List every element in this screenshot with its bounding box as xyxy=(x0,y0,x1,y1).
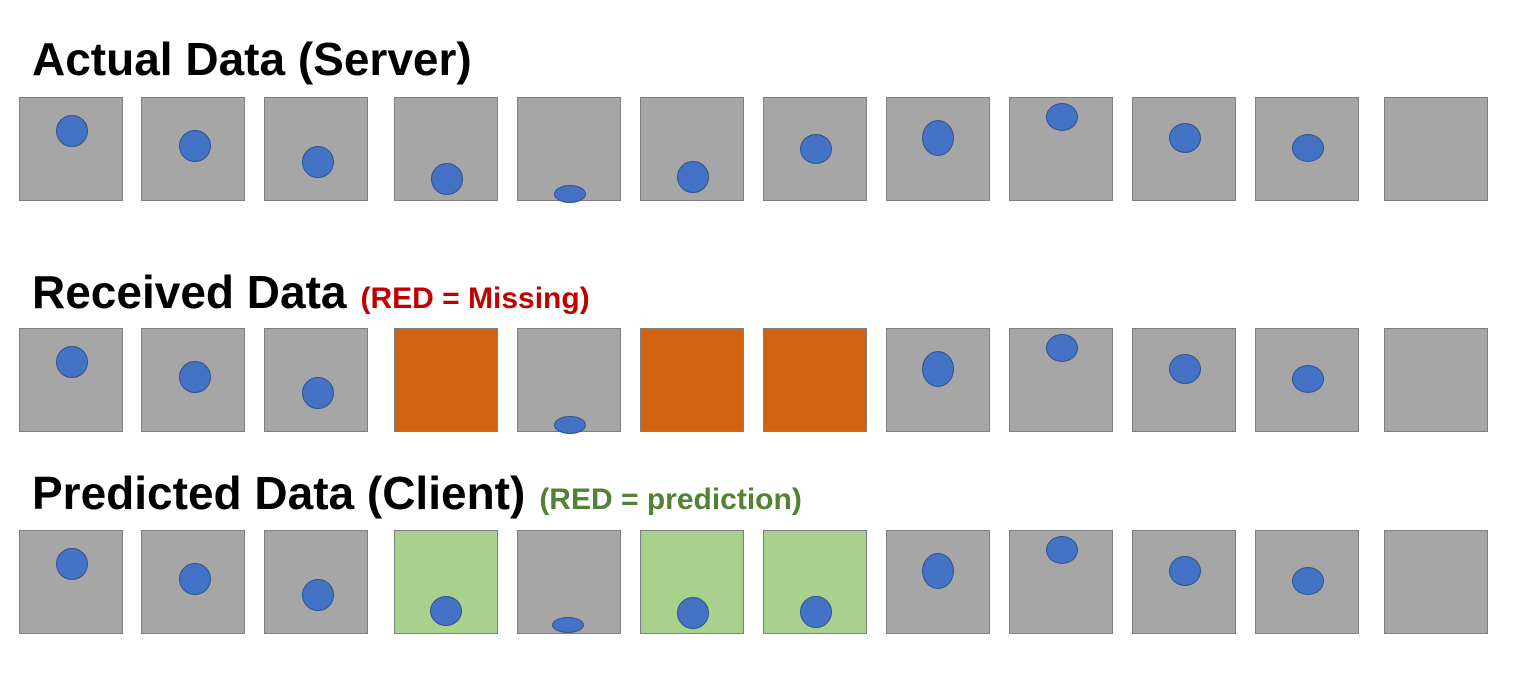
ball xyxy=(677,161,709,193)
ball xyxy=(1169,556,1201,586)
frame-actual-4 xyxy=(394,97,498,201)
title-actual-data: Actual Data (Server) xyxy=(32,32,472,86)
frame-actual-10 xyxy=(1132,97,1236,201)
frame-predicted-2 xyxy=(141,530,245,634)
note-prediction: (RED = prediction) xyxy=(539,483,802,516)
frame-actual-2 xyxy=(141,97,245,201)
frame-received-6 xyxy=(640,328,744,432)
ball xyxy=(430,596,462,626)
ball xyxy=(302,377,334,409)
frame-row-predicted xyxy=(0,530,1520,636)
ball xyxy=(1046,536,1078,564)
ball xyxy=(800,134,832,164)
ball xyxy=(922,553,954,589)
frame-received-3 xyxy=(264,328,368,432)
ball xyxy=(1292,134,1324,162)
frame-predicted-11 xyxy=(1255,530,1359,634)
ball xyxy=(1292,567,1324,595)
frame-predicted-10 xyxy=(1132,530,1236,634)
note-missing: (RED = Missing) xyxy=(360,282,590,315)
ball xyxy=(56,115,88,147)
frame-received-1 xyxy=(19,328,123,432)
frame-actual-3 xyxy=(264,97,368,201)
ball xyxy=(554,185,586,203)
frame-received-12 xyxy=(1384,328,1488,432)
ball xyxy=(56,548,88,580)
frame-received-4 xyxy=(394,328,498,432)
frame-predicted-7 xyxy=(763,530,867,634)
frame-predicted-12 xyxy=(1384,530,1488,634)
frame-predicted-8 xyxy=(886,530,990,634)
frame-actual-1 xyxy=(19,97,123,201)
title-actual-data-text: Actual Data (Server) xyxy=(32,33,472,85)
ball xyxy=(922,120,954,156)
frame-received-5 xyxy=(517,328,621,434)
ball xyxy=(56,346,88,378)
frame-actual-9 xyxy=(1009,97,1113,201)
ball xyxy=(1292,365,1324,393)
ball xyxy=(179,130,211,162)
frame-predicted-6 xyxy=(640,530,744,634)
frame-predicted-1 xyxy=(19,530,123,634)
frame-actual-6 xyxy=(640,97,744,201)
title-predicted-data-text: Predicted Data (Client) xyxy=(32,467,526,519)
ball xyxy=(922,351,954,387)
frame-received-8 xyxy=(886,328,990,432)
frame-actual-11 xyxy=(1255,97,1359,201)
frame-predicted-4 xyxy=(394,530,498,634)
title-predicted-data: Predicted Data (Client) (RED = prediction… xyxy=(32,466,802,520)
frame-actual-7 xyxy=(763,97,867,201)
title-received-data-text: Received Data xyxy=(32,266,347,318)
ball xyxy=(800,596,832,628)
ball xyxy=(552,617,584,633)
frame-row-actual xyxy=(0,97,1520,203)
title-received-data: Received Data (RED = Missing) xyxy=(32,265,590,319)
ball xyxy=(677,597,709,629)
ball xyxy=(179,361,211,393)
frame-actual-12 xyxy=(1384,97,1488,201)
frame-actual-8 xyxy=(886,97,990,201)
ball xyxy=(1046,103,1078,131)
frame-row-received xyxy=(0,328,1520,434)
ball xyxy=(554,416,586,434)
ball xyxy=(1046,334,1078,362)
frame-predicted-3 xyxy=(264,530,368,634)
frame-received-2 xyxy=(141,328,245,432)
ball xyxy=(179,563,211,595)
frame-received-9 xyxy=(1009,328,1113,432)
frame-received-10 xyxy=(1132,328,1236,432)
frame-received-11 xyxy=(1255,328,1359,432)
frame-received-7 xyxy=(763,328,867,432)
frame-predicted-5 xyxy=(517,530,621,634)
ball xyxy=(1169,354,1201,384)
ball xyxy=(302,146,334,178)
ball xyxy=(431,163,463,195)
frame-predicted-9 xyxy=(1009,530,1113,634)
ball xyxy=(1169,123,1201,153)
frame-actual-5 xyxy=(517,97,621,203)
ball xyxy=(302,579,334,611)
